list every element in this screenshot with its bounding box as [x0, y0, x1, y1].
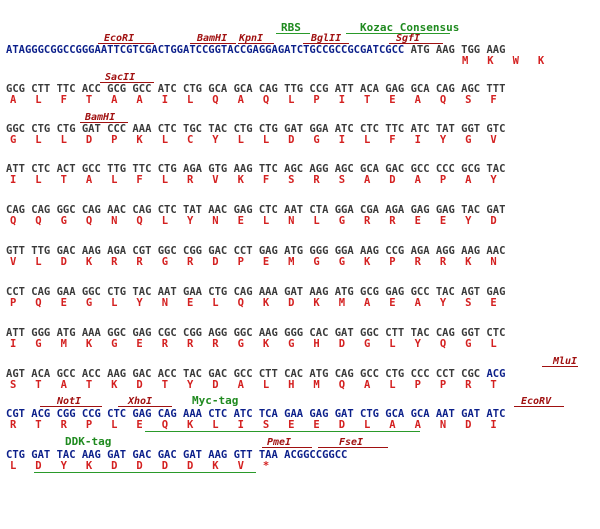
aa-row-8: I G M K G E R R R G K G H D G L Y Q G L [10, 338, 497, 350]
enzyme-ecorv: EcoRV [521, 396, 552, 407]
dna-row-5: CAG CAG GGC CAG AAC CAG CTC TAT AAC GAG … [6, 204, 506, 216]
dna-row-3: GGC CTG CTG GAT CCC AAA CTC TGC TAC CTG … [6, 123, 506, 135]
rbs-label: RBS [281, 21, 301, 34]
kpni-underline [238, 43, 274, 44]
dna-row-10: CGT ACG CGG CCG CTC GAG CAG AAA CTC ATC … [6, 408, 506, 420]
aa-row-10: R T R P L E Q K L I S E E D L A A N D I [10, 419, 497, 431]
aa-row-6: V L D K R R G R D P E M G G K P R R K N [10, 256, 497, 268]
aa-row-1: M K W K [462, 55, 545, 67]
bamhi-underline [190, 43, 236, 44]
insert-sequence-9: AGT ACA GCC ACC AAG GAC ACC TAC GAC GCC … [6, 368, 487, 380]
enzyme-bamhi-2: BamHI [85, 112, 116, 123]
aa-row-11: L D Y K D D D D K V * [10, 460, 270, 472]
enzyme-noti: NotI [57, 396, 82, 407]
aa-row-2: A L F T A A I L Q A Q L P I T E A Q S F [10, 94, 497, 106]
enzyme-pmei: PmeI [267, 437, 292, 448]
enzyme-fsei: FseI [339, 437, 364, 448]
mlui-underline [542, 366, 578, 367]
ddk-tag-label: DDK-tag [65, 435, 112, 448]
insert-sequence: ATG AAG TGG AAG [404, 44, 506, 56]
vector-sequence: ATAGGGCGGCCGGGAATTCGTCGACTGGATCCGGTACCGA… [6, 44, 405, 56]
kozak-label: Kozac Consensus [360, 21, 460, 34]
enzyme-sgfi: SgfI [396, 33, 421, 44]
vector-sequence-9: ACG [486, 368, 506, 380]
noti-underline [40, 406, 102, 407]
enzyme-bamhi: BamHI [197, 33, 228, 44]
aa-row-7: P Q E G L Y N E L Q K D K M A E A Y S E [10, 297, 497, 309]
dna-row-6: GTT TTG GAC AAG AGA CGT GGC CGG GAC CCT … [6, 245, 506, 257]
dna-row-4: ATT CTC ACT GCC TTG TTC CTG AGA GTG AAG … [6, 163, 506, 175]
sacii-underline [100, 82, 154, 83]
kozak-underline [346, 33, 450, 34]
enzyme-kpni: KpnI [239, 33, 264, 44]
fsei-underline [318, 447, 388, 448]
aa-row-9: S T A T K D T Y D A L H M Q A L P P R T [10, 379, 497, 391]
enzyme-ecori: EcoRI [104, 33, 135, 44]
dna-row-9: AGT ACA GCC ACC AAG GAC ACC TAC GAC GCC … [6, 368, 505, 380]
dna-row-11: CTG GAT TAC AAG GAT GAC GAC GAT AAG GTT … [6, 449, 348, 461]
myc-tag-underline [145, 431, 420, 432]
pmei-underline [262, 447, 312, 448]
sgfi-underline [389, 43, 443, 44]
enzyme-sacii: SacII [105, 72, 136, 83]
enzyme-bglii: BglII [311, 33, 342, 44]
ddk-tag-underline [34, 472, 256, 473]
aa-row-5: Q Q G Q N Q L Y N E L N L G R R E E Y D [10, 215, 497, 227]
xhoi-underline [118, 406, 172, 407]
dna-row-7: CCT CAG GAA GGC CTG TAC AAT GAA CTG CAG … [6, 286, 506, 298]
ecorv-underline [514, 406, 564, 407]
aa-row-3: G L L D P K L C Y L L D G I L F I Y G V [10, 134, 497, 146]
rbs-underline [276, 33, 310, 34]
bamhi-2-underline [80, 122, 128, 123]
aa-row-4: I L T A L F L R V K F S R S A D A P A Y [10, 174, 497, 186]
enzyme-xhoi: XhoI [128, 396, 153, 407]
dna-row-8: ATT GGG ATG AAA GGC GAG CGC CGG AGG GGC … [6, 327, 506, 339]
dna-row-2: GCG CTT TTC ACC GCG GCC ATC CTG GCA GCA … [6, 83, 506, 95]
myc-tag-label: Myc-tag [192, 394, 239, 407]
bglii-underline [303, 43, 349, 44]
ecori-underline [98, 43, 154, 44]
dna-row-1: ATAGGGCGGCCGGGAATTCGTCGACTGGATCCGGTACCGA… [6, 44, 505, 56]
enzyme-mlui: MluI [553, 356, 578, 367]
